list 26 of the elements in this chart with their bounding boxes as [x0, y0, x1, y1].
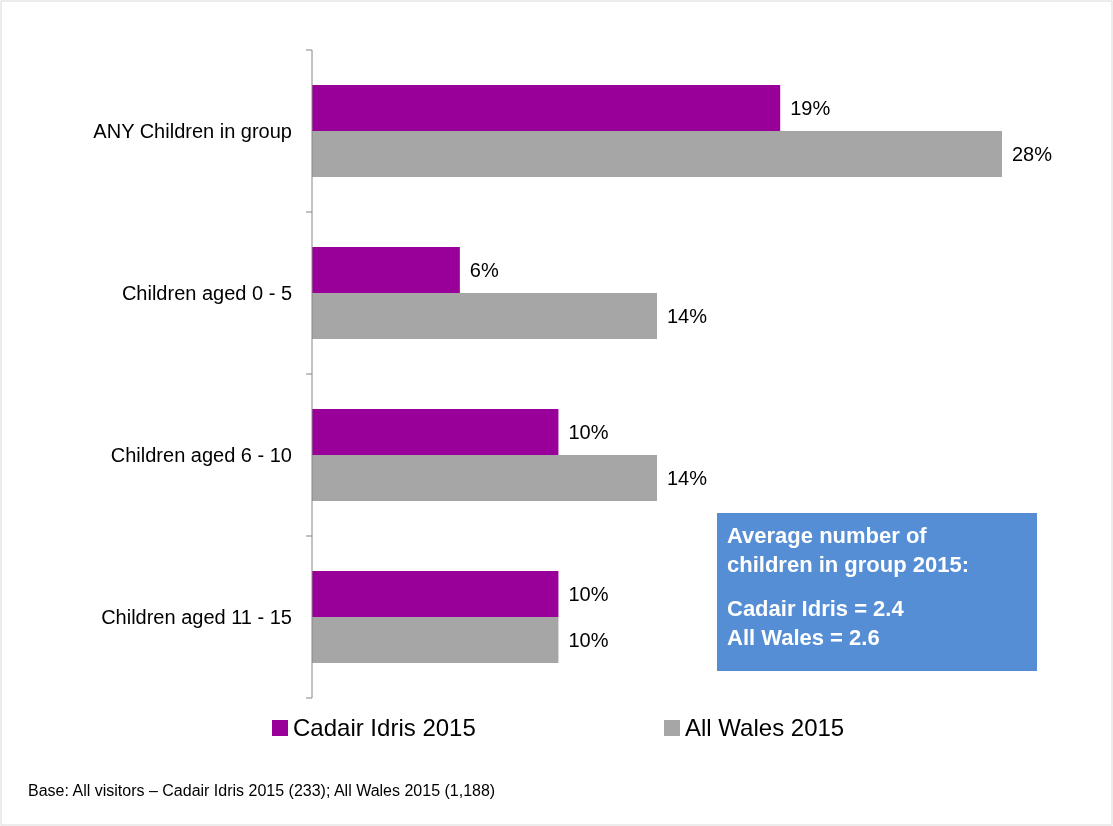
data-label: 6% — [469, 259, 499, 281]
bar — [312, 409, 559, 455]
text: Base: All visitors – Cadair Idris 2015 (233); All Wales 2015 (1,188) — [28, 781, 496, 799]
bar — [312, 85, 781, 131]
legend-label: Cadair Idris 2015 — [293, 714, 476, 742]
bar — [312, 617, 559, 663]
data-label: 14% — [667, 467, 708, 489]
annotation: Average number of children in group 2015: — [727, 523, 970, 577]
annotation: Cadair Idris = 2.4 — [727, 596, 905, 621]
bar — [312, 455, 657, 501]
legend-label: All Wales 2015 — [685, 714, 845, 742]
y-tick-label: Children aged 0 - 5 — [121, 282, 292, 304]
data-label: 10% — [568, 629, 609, 651]
annotation: All Wales = 2.6 — [727, 625, 880, 650]
bar — [312, 247, 460, 293]
bar — [312, 131, 1002, 177]
bar — [312, 293, 657, 339]
data-label: 28% — [1012, 143, 1053, 165]
y-tick-label: Children aged 6 - 10 — [110, 444, 292, 466]
y-tick-label: Children aged 11 - 15 — [101, 606, 292, 628]
data-label: 14% — [667, 305, 708, 327]
data-label: 10% — [568, 421, 609, 443]
bar — [312, 571, 559, 617]
data-label: 19% — [790, 97, 831, 119]
data-label: 10% — [568, 583, 609, 605]
y-tick-label: ANY Children in group — [93, 120, 292, 142]
